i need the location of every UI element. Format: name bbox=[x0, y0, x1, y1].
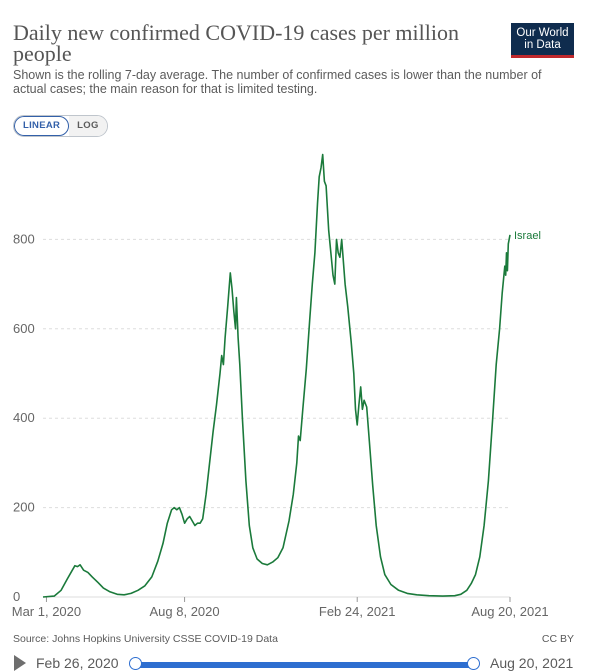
license-link[interactable]: CC BY bbox=[541, 633, 574, 645]
grid-lines bbox=[43, 238, 510, 598]
x-tick-label: Aug 8, 2020 bbox=[150, 604, 220, 619]
chart-title: Daily new confirmed COVID-19 cases per m… bbox=[13, 20, 459, 66]
log-scale-button[interactable]: LOG bbox=[69, 116, 107, 136]
logo-line-1: Our World bbox=[516, 27, 569, 39]
timeline-track[interactable] bbox=[136, 662, 474, 668]
timeline-end-label: Aug 20, 2021 bbox=[490, 655, 574, 671]
series-lines bbox=[42, 153, 511, 598]
series-label-israel: Israel bbox=[514, 230, 541, 242]
y-tick-label: 0 bbox=[13, 589, 20, 604]
line-chart: 0 200 400 600 800 Mar 1, 2020 Aug 8, 2020 Feb … bbox=[12, 153, 549, 619]
y-tick-label: 400 bbox=[13, 410, 35, 425]
linear-scale-button[interactable]: LINEAR bbox=[14, 116, 70, 136]
y-tick-label: 200 bbox=[13, 500, 35, 515]
series-labels: Israel bbox=[514, 230, 541, 242]
timeline-start-handle[interactable] bbox=[129, 657, 142, 670]
scale-toggle: LINEAR LOG bbox=[13, 115, 108, 137]
x-axis-ticks: Mar 1, 2020 Aug 8, 2020 Feb 24, 2021 Aug 20… bbox=[12, 597, 549, 619]
logo-line-2: in Data bbox=[524, 39, 561, 51]
source-note[interactable]: Source: Johns Hopkins University CSSE CO… bbox=[13, 633, 278, 645]
play-icon[interactable] bbox=[14, 655, 26, 671]
y-tick-label: 800 bbox=[13, 231, 35, 246]
x-tick-label: Aug 20, 2021 bbox=[471, 604, 548, 619]
timeline-end-handle[interactable] bbox=[467, 657, 480, 670]
owid-logo[interactable]: Our World in Data bbox=[511, 23, 574, 58]
chart-subtitle: Shown is the rolling 7-day average. The … bbox=[13, 68, 542, 96]
x-tick-label: Mar 1, 2020 bbox=[12, 604, 81, 619]
timeline: Feb 26, 2020 Aug 20, 2021 bbox=[0, 650, 601, 672]
y-axis-ticks: 0 200 400 600 800 bbox=[13, 231, 35, 604]
y-tick-label: 600 bbox=[13, 321, 35, 336]
timeline-start-label: Feb 26, 2020 bbox=[36, 655, 119, 671]
x-tick-label: Feb 24, 2021 bbox=[319, 604, 396, 619]
series-line-israel bbox=[42, 153, 511, 598]
